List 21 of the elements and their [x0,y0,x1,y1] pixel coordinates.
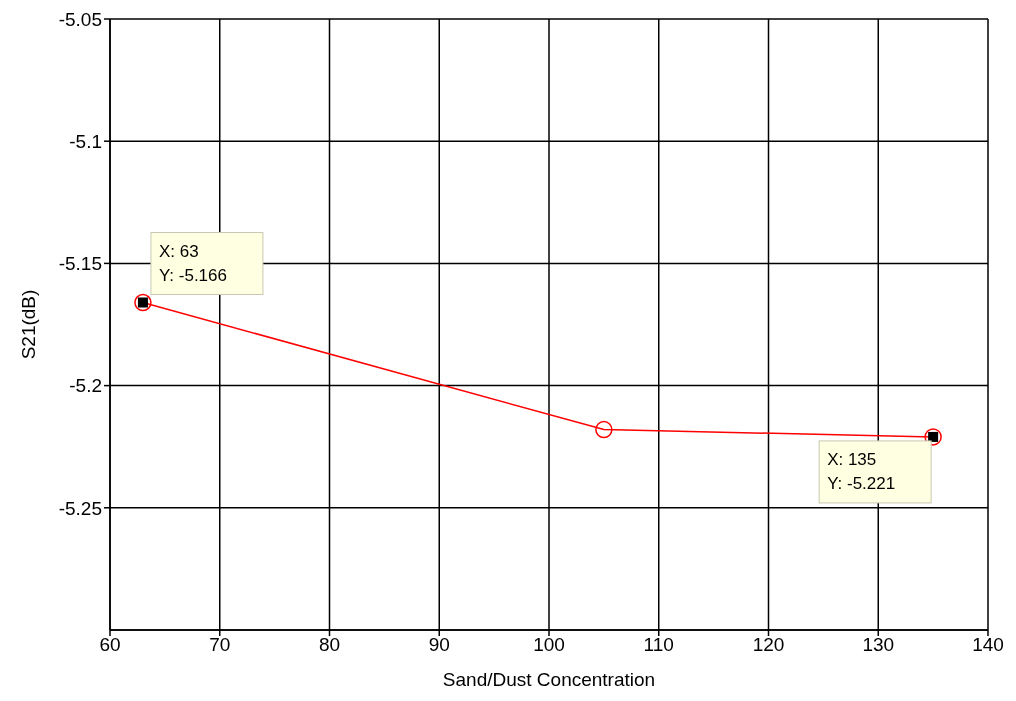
y-axis-title: S21(dB) [17,289,39,360]
point [595,420,613,439]
y-tick-label: -5.15 [58,253,102,275]
y-tick-label: -5.1 [69,130,102,152]
y-tick-label: -5.05 [58,8,102,30]
x-tick-label: 110 [643,634,674,656]
point [924,428,942,446]
annotation: X: 135 Y: -5.221 [827,449,896,493]
annotation: X: 63 Y: -5.166 [158,241,227,285]
x-tick-label: 70 [209,634,231,656]
x-tick-label: 140 [972,634,1004,656]
x-tick-label: 130 [862,634,895,656]
x-tick-label: 100 [533,634,565,656]
y-tick-label: -5.2 [69,375,102,397]
x-tick-label: 60 [99,634,121,656]
x-tick-label: 120 [752,634,785,656]
x-tick-label: 90 [428,634,450,656]
y-tick-label: -5.25 [58,497,102,519]
point [134,293,152,312]
x-tick-label: 80 [318,634,341,656]
x-axis-title: Sand/Dust Concentration [442,669,656,690]
